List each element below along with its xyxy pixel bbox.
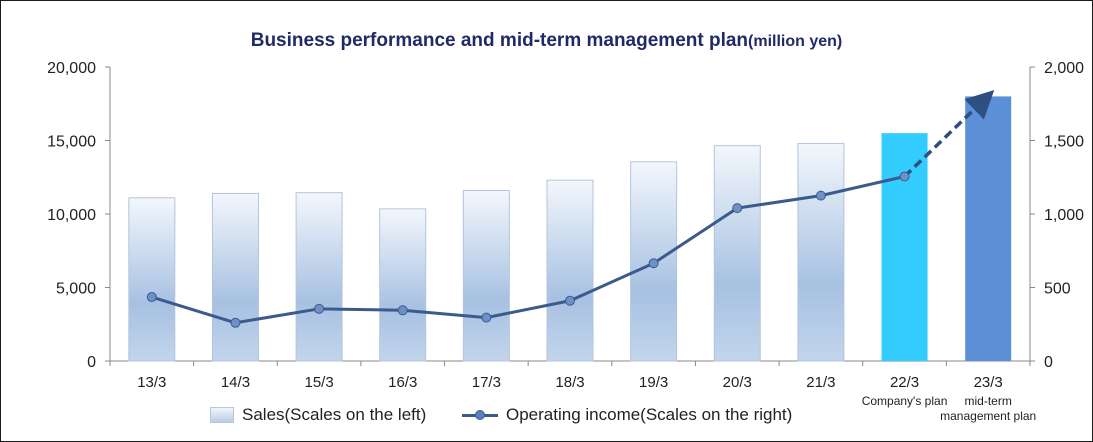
chart-title: Business performance and mid-term manage… <box>0 30 1093 52</box>
point-operating-income <box>565 295 575 306</box>
y-right-tick-label: 1,000 <box>1044 207 1084 224</box>
point-operating-income <box>732 203 743 214</box>
point-operating-income <box>815 190 826 201</box>
y-left-tick-label: 20,000 <box>47 60 96 77</box>
x-tick-label: 15/3 <box>304 374 333 391</box>
chart-title-unit: (million yen) <box>748 33 843 50</box>
y-right-tick-label: 1,500 <box>1044 134 1084 151</box>
x-tick-label: 22/3 <box>890 374 919 391</box>
bar-sales <box>128 197 176 362</box>
y-left-tick-label: 10,000 <box>47 207 96 224</box>
x-tick-label: 21/3 <box>806 374 835 391</box>
bar-sales <box>881 133 928 361</box>
line-operating-income-plan-arrow <box>903 89 995 178</box>
y-left-tick-label: 15,000 <box>47 134 96 151</box>
bar-sales <box>211 192 259 362</box>
x-tick-note: mid-term <box>965 394 1012 408</box>
bar-sales <box>630 161 678 362</box>
point-operating-income <box>397 305 408 316</box>
point-operating-income <box>230 317 241 328</box>
x-tick-label: 13/3 <box>137 374 166 391</box>
line-operating-income <box>151 175 905 325</box>
chart-title-main: Business performance and mid-term manage… <box>250 30 749 51</box>
bar-sales <box>462 189 510 362</box>
y-left-tick-label: 0 <box>87 354 96 371</box>
x-tick-label: 17/3 <box>472 374 501 391</box>
x-tick-note: Company's plan <box>862 394 948 408</box>
y-right-tick-label: 2,000 <box>1044 60 1084 77</box>
legend-item-operating-income: Operating income(Scales on the right) <box>462 403 792 427</box>
bar-sales <box>713 145 761 362</box>
x-tick-label: 19/3 <box>639 374 668 391</box>
point-operating-income <box>146 292 157 303</box>
x-tick-label: 20/3 <box>723 374 752 391</box>
legend-swatch-operating-income <box>462 408 498 422</box>
y-left-tick-label: 5,000 <box>56 281 96 298</box>
legend-label-sales: Sales(Scales on the left) <box>242 405 427 424</box>
point-operating-income <box>481 312 492 323</box>
point-operating-income <box>314 303 325 314</box>
x-tick-label: 14/3 <box>221 374 250 391</box>
bar-sales <box>546 179 594 362</box>
x-tick-label: 18/3 <box>555 374 584 391</box>
point-operating-income <box>648 258 659 269</box>
x-tick-note: management plan <box>940 409 1036 423</box>
x-tick-label: 23/3 <box>974 374 1003 391</box>
point-operating-income <box>899 171 910 182</box>
legend-label-operating-income: Operating income(Scales on the right) <box>506 405 793 424</box>
bar-sales <box>965 96 1012 362</box>
bar-sales <box>797 142 845 362</box>
bar-sales <box>379 208 427 362</box>
x-tick-label: 16/3 <box>388 374 417 391</box>
legend-item-sales: Sales(Scales on the left) <box>210 403 426 427</box>
bar-sales <box>295 192 343 362</box>
y-right-tick-label: 0 <box>1044 354 1053 371</box>
legend-swatch-sales <box>210 407 234 423</box>
y-right-tick-label: 500 <box>1044 281 1071 298</box>
